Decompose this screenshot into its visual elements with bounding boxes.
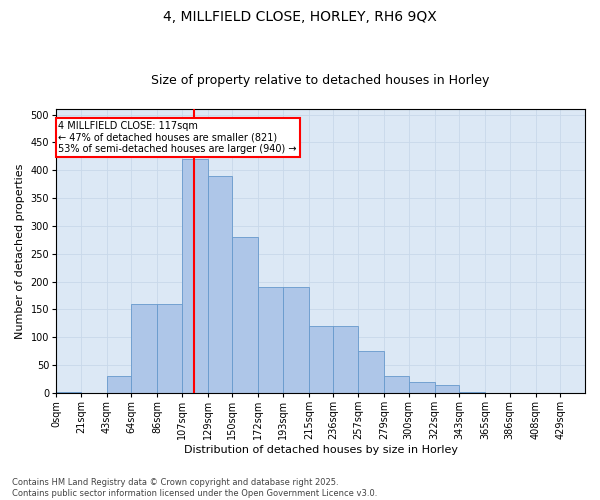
Bar [258, 287, 283, 393]
Bar [182, 159, 208, 393]
Y-axis label: Number of detached properties: Number of detached properties [15, 164, 25, 338]
Bar [157, 304, 182, 393]
Bar [358, 351, 384, 393]
Bar [334, 326, 358, 393]
Bar [434, 384, 459, 393]
Bar [56, 392, 81, 393]
Text: 4, MILLFIELD CLOSE, HORLEY, RH6 9QX: 4, MILLFIELD CLOSE, HORLEY, RH6 9QX [163, 10, 437, 24]
Bar [409, 382, 434, 393]
Text: Contains HM Land Registry data © Crown copyright and database right 2025.
Contai: Contains HM Land Registry data © Crown c… [12, 478, 377, 498]
Bar [459, 392, 485, 393]
Text: 4 MILLFIELD CLOSE: 117sqm
← 47% of detached houses are smaller (821)
53% of semi: 4 MILLFIELD CLOSE: 117sqm ← 47% of detac… [58, 122, 297, 154]
X-axis label: Distribution of detached houses by size in Horley: Distribution of detached houses by size … [184, 445, 458, 455]
Bar [309, 326, 334, 393]
Bar [384, 376, 409, 393]
Bar [283, 287, 309, 393]
Bar [232, 237, 258, 393]
Bar [107, 376, 131, 393]
Bar [208, 176, 232, 393]
Bar [131, 304, 157, 393]
Title: Size of property relative to detached houses in Horley: Size of property relative to detached ho… [151, 74, 490, 87]
